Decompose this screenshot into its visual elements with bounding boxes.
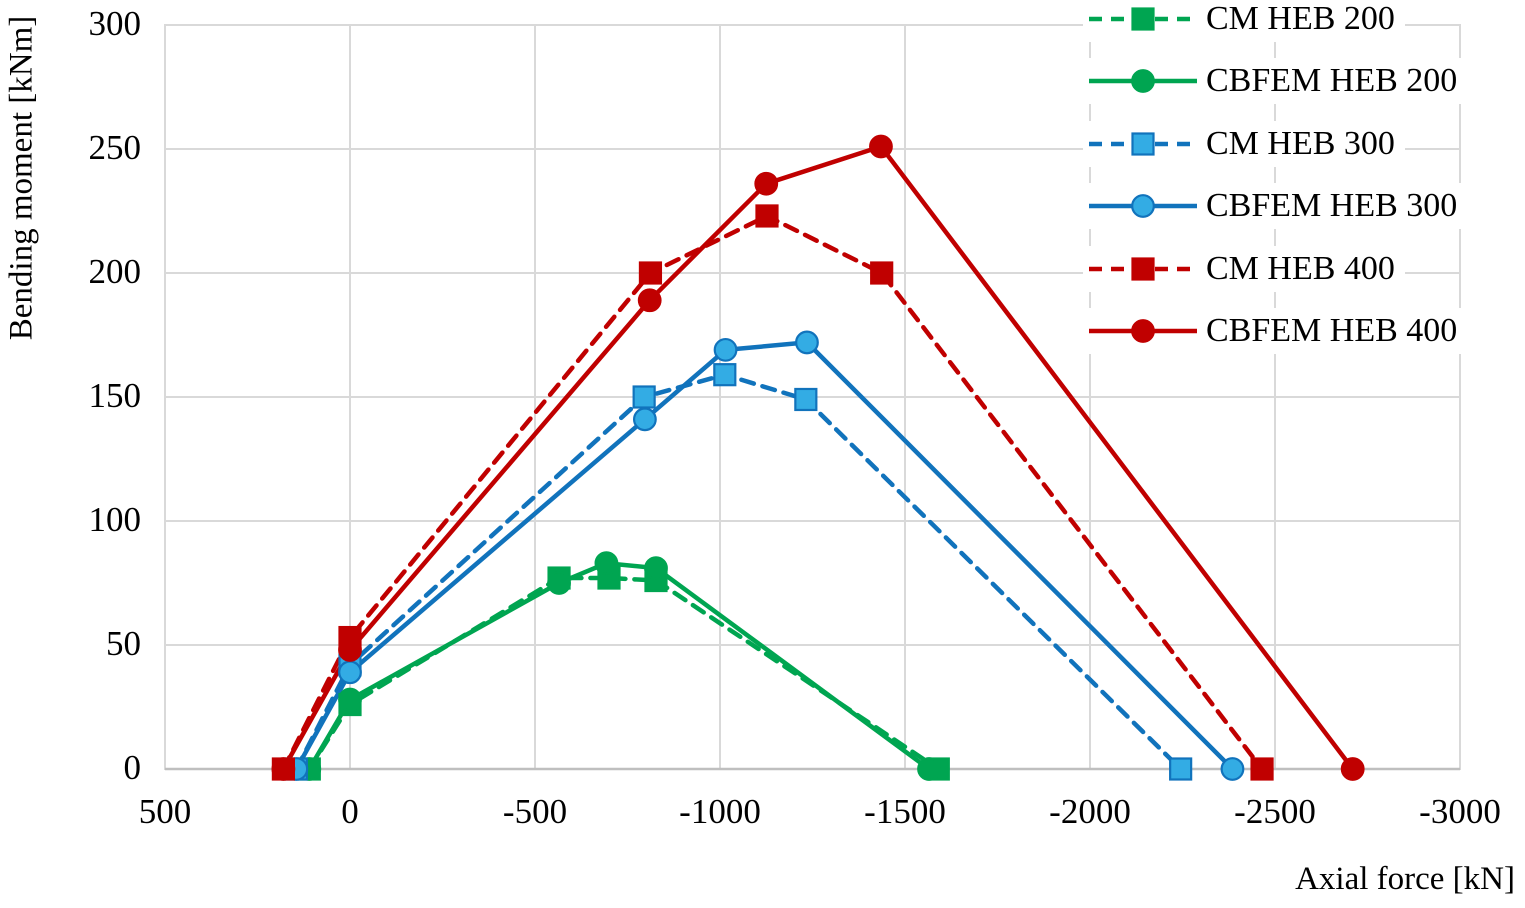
data-point-square xyxy=(1250,757,1274,781)
legend-marker-sample xyxy=(1131,257,1155,281)
legend-entry: CM HEB 200 xyxy=(1083,0,1405,42)
data-point-circle xyxy=(795,330,819,355)
series-line-cbfem-heb-300 xyxy=(294,340,1235,772)
legend-marker-sample xyxy=(1131,319,1155,343)
legend-marker-sample xyxy=(1131,7,1155,31)
series-line-cm-heb-300 xyxy=(294,372,1183,772)
series-line-cm-heb-200 xyxy=(307,575,941,772)
data-point-square xyxy=(713,363,737,387)
data-point-circle xyxy=(917,757,941,781)
y-tick-label: 100 xyxy=(88,500,142,539)
legend-swatch xyxy=(1089,257,1197,281)
y-tick-label: 300 xyxy=(88,4,142,43)
x-tick-label: -2500 xyxy=(1234,792,1316,831)
data-point-square xyxy=(1169,757,1193,781)
data-point-circle xyxy=(338,660,362,685)
legend-entry: CM HEB 300 xyxy=(1083,121,1405,167)
data-point-square xyxy=(755,204,779,228)
legend-label: CM HEB 300 xyxy=(1206,125,1395,162)
legend-marker-sample xyxy=(1131,194,1155,218)
legend-swatch xyxy=(1089,132,1197,156)
legend-label: CM HEB 400 xyxy=(1206,250,1395,287)
legend-swatch xyxy=(1089,194,1197,218)
x-axis-title: Axial force [kN] xyxy=(1295,861,1515,897)
data-point-square xyxy=(794,387,818,412)
data-point-square xyxy=(632,385,656,409)
y-tick-label: 200 xyxy=(88,252,142,291)
y-tick-label: 0 xyxy=(123,748,142,787)
y-axis-title: Bending moment [kNm] xyxy=(3,15,40,341)
y-tick-label: 150 xyxy=(88,376,142,415)
data-point-circle xyxy=(594,551,619,576)
data-point-circle xyxy=(869,134,893,159)
data-point-circle xyxy=(547,571,571,595)
data-point-circle xyxy=(338,687,362,712)
legend-label: CBFEM HEB 400 xyxy=(1206,312,1458,349)
data-point-circle xyxy=(1220,757,1245,781)
legend-marker-sample xyxy=(1131,69,1155,93)
legend-entry: CBFEM HEB 300 xyxy=(1083,183,1468,229)
data-point-square xyxy=(870,261,894,285)
x-tick-label: 0 xyxy=(341,792,359,831)
x-tick-label: -500 xyxy=(502,792,568,831)
legend-entry: CBFEM HEB 400 xyxy=(1083,308,1468,354)
y-tick-label: 250 xyxy=(88,128,142,167)
x-tick-label: -3000 xyxy=(1419,792,1501,831)
legend-swatch xyxy=(1089,69,1197,93)
x-tick-label: 500 xyxy=(138,792,192,831)
legend-marker-sample xyxy=(1131,132,1155,156)
x-tick-label: -1500 xyxy=(864,792,946,831)
data-point-circle xyxy=(713,337,738,362)
legend-swatch xyxy=(1089,319,1197,343)
data-point-circle xyxy=(632,407,657,432)
data-point-circle xyxy=(637,288,662,313)
legend-swatch xyxy=(1089,7,1197,31)
y-tick-label: 50 xyxy=(106,624,141,663)
data-point-circle xyxy=(271,757,296,781)
x-tick-label: -2000 xyxy=(1049,792,1131,831)
data-point-circle xyxy=(1340,757,1365,781)
legend-label: CM HEB 200 xyxy=(1206,0,1395,37)
data-point-square xyxy=(638,261,663,285)
legend-label: CBFEM HEB 300 xyxy=(1206,187,1458,224)
x-tick-label: -1000 xyxy=(679,792,761,831)
series-line-cbfem-heb-200 xyxy=(307,560,932,772)
data-point-circle xyxy=(338,638,362,662)
series-line-cm-heb-400 xyxy=(281,213,1265,772)
data-point-circle xyxy=(754,171,779,196)
data-point-circle xyxy=(644,556,668,581)
legend-label: CBFEM HEB 200 xyxy=(1206,62,1458,99)
legend-entry: CM HEB 400 xyxy=(1083,246,1405,292)
legend-entry: CBFEM HEB 200 xyxy=(1083,58,1468,104)
